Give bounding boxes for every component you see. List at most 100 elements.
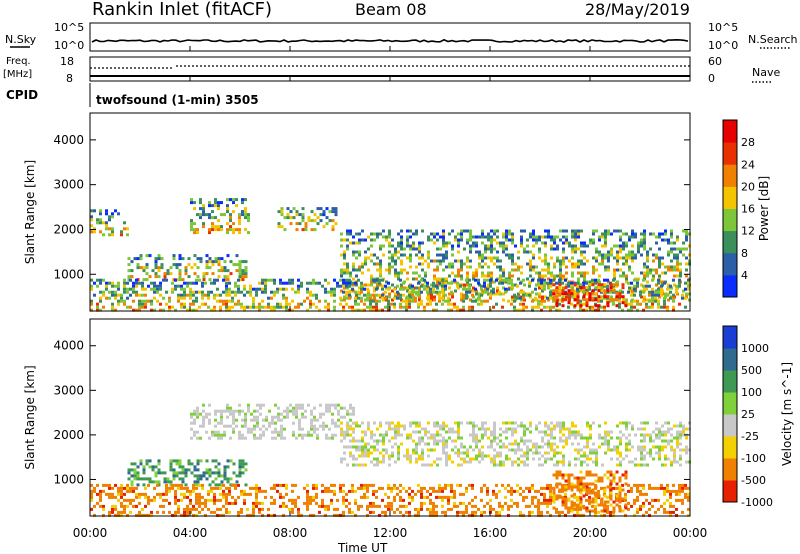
velocity-echo-cell (490, 457, 493, 461)
velocity-echo-cell (427, 436, 430, 440)
power-echo-cell (138, 308, 141, 312)
power-echo-cell (370, 244, 373, 248)
power-echo-cell (499, 241, 502, 245)
velocity-echo-cell (223, 424, 226, 428)
velocity-echo-cell (126, 513, 129, 517)
velocity-echo-cell (420, 504, 423, 508)
power-echo-cell (345, 293, 348, 297)
power-echo-cell (196, 231, 199, 235)
velocity-echo-cell (327, 507, 330, 511)
power-echo-cell (655, 283, 658, 287)
velocity-echo-cell (313, 406, 316, 410)
velocity-echo-cell (546, 504, 549, 508)
velocity-echo-cell (474, 495, 477, 499)
velocity-colorbar-segment (723, 458, 737, 481)
power-echo-cell (505, 244, 508, 248)
power-echo-cell (636, 308, 639, 312)
velocity-echo-cell (309, 498, 312, 502)
velocity-echo-cell (157, 468, 161, 472)
power-echo-cell (502, 250, 505, 254)
power-echo-cell (576, 298, 580, 302)
power-echo-cell (415, 253, 418, 257)
velocity-echo-cell (529, 439, 532, 443)
power-echo-cell (412, 295, 415, 299)
velocity-echo-cell (580, 436, 583, 440)
power-echo-cell (304, 228, 308, 232)
power-echo-cell (609, 290, 612, 294)
power-echo-cell (517, 292, 520, 296)
power-echo-cell (297, 302, 300, 306)
power-echo-cell (246, 290, 249, 294)
power-echo-cell (432, 308, 435, 312)
power-echo-cell (238, 228, 241, 232)
power-echo-cell (355, 241, 358, 245)
velocity-echo-cell (165, 483, 168, 487)
power-echo-cell (241, 278, 245, 282)
velocity-echo-cell (172, 468, 176, 472)
power-echo-cell (531, 290, 534, 294)
power-echo-cell (541, 274, 544, 278)
power-echo-cell (414, 290, 417, 294)
power-echo-cell (657, 299, 660, 303)
power-echo-cell (555, 308, 558, 312)
power-echo-cell (373, 253, 376, 257)
power-echo-cell (400, 229, 403, 233)
power-echo-cell (535, 241, 538, 245)
power-echo-cell (528, 284, 531, 288)
power-echo-cell (651, 287, 654, 291)
power-echo-cell (318, 281, 321, 285)
velocity-echo-cell (396, 492, 399, 496)
power-echo-cell (339, 278, 342, 282)
velocity-echo-cell (609, 482, 613, 486)
velocity-echo-cell (214, 409, 217, 413)
velocity-echo-cell (166, 480, 170, 484)
velocity-echo-cell (537, 510, 540, 514)
power-echo-cell (520, 235, 523, 239)
velocity-echo-cell (274, 415, 277, 419)
power-echo-cell (469, 250, 472, 254)
velocity-echo-cell (198, 492, 201, 496)
power-echo-cell (462, 287, 465, 291)
velocity-echo-cell (376, 460, 379, 464)
power-echo-cell (252, 296, 255, 300)
power-echo-cell (406, 289, 409, 293)
velocity-echo-cell (306, 483, 309, 487)
velocity-echo-cell (520, 424, 523, 428)
power-echo-cell (462, 305, 465, 309)
velocity-echo-cell (478, 460, 481, 464)
velocity-colorbar-tick: 1000 (741, 342, 769, 355)
velocity-echo-cell (243, 492, 246, 496)
velocity-echo-cell (676, 439, 679, 443)
velocity-echo-cell (381, 498, 384, 502)
velocity-echo-cell (331, 433, 334, 437)
power-echo-cell (619, 268, 622, 272)
velocity-echo-cell (199, 474, 203, 478)
velocity-echo-cell (408, 492, 411, 496)
power-echo-cell (178, 278, 182, 282)
velocity-echo-cell (655, 451, 658, 455)
velocity-echo-cell (382, 439, 385, 443)
power-echo-cell (301, 228, 305, 232)
power-echo-cell (639, 290, 642, 294)
power-ytick-label: 2000 (53, 222, 84, 236)
velocity-echo-cell (426, 507, 429, 511)
power-echo-cell (484, 235, 487, 239)
power-echo-cell (480, 302, 483, 306)
velocity-echo-cell (636, 489, 639, 493)
power-echo-cell (219, 299, 222, 303)
velocity-echo-cell (453, 489, 456, 493)
velocity-echo-cell (174, 501, 177, 505)
power-echo-cell (280, 210, 284, 214)
velocity-echo-cell (541, 454, 544, 458)
velocity-echo-cell (531, 498, 534, 502)
velocity-echo-cell (355, 463, 358, 467)
power-echo-cell (456, 305, 459, 309)
power-echo-cell (135, 278, 138, 282)
power-echo-cell (532, 235, 535, 239)
power-echo-cell (667, 250, 670, 254)
power-echo-cell (628, 256, 631, 260)
power-echo-cell (502, 235, 505, 239)
velocity-echo-cell (346, 421, 349, 425)
power-echo-cell (628, 253, 631, 257)
power-echo-cell (604, 256, 607, 260)
